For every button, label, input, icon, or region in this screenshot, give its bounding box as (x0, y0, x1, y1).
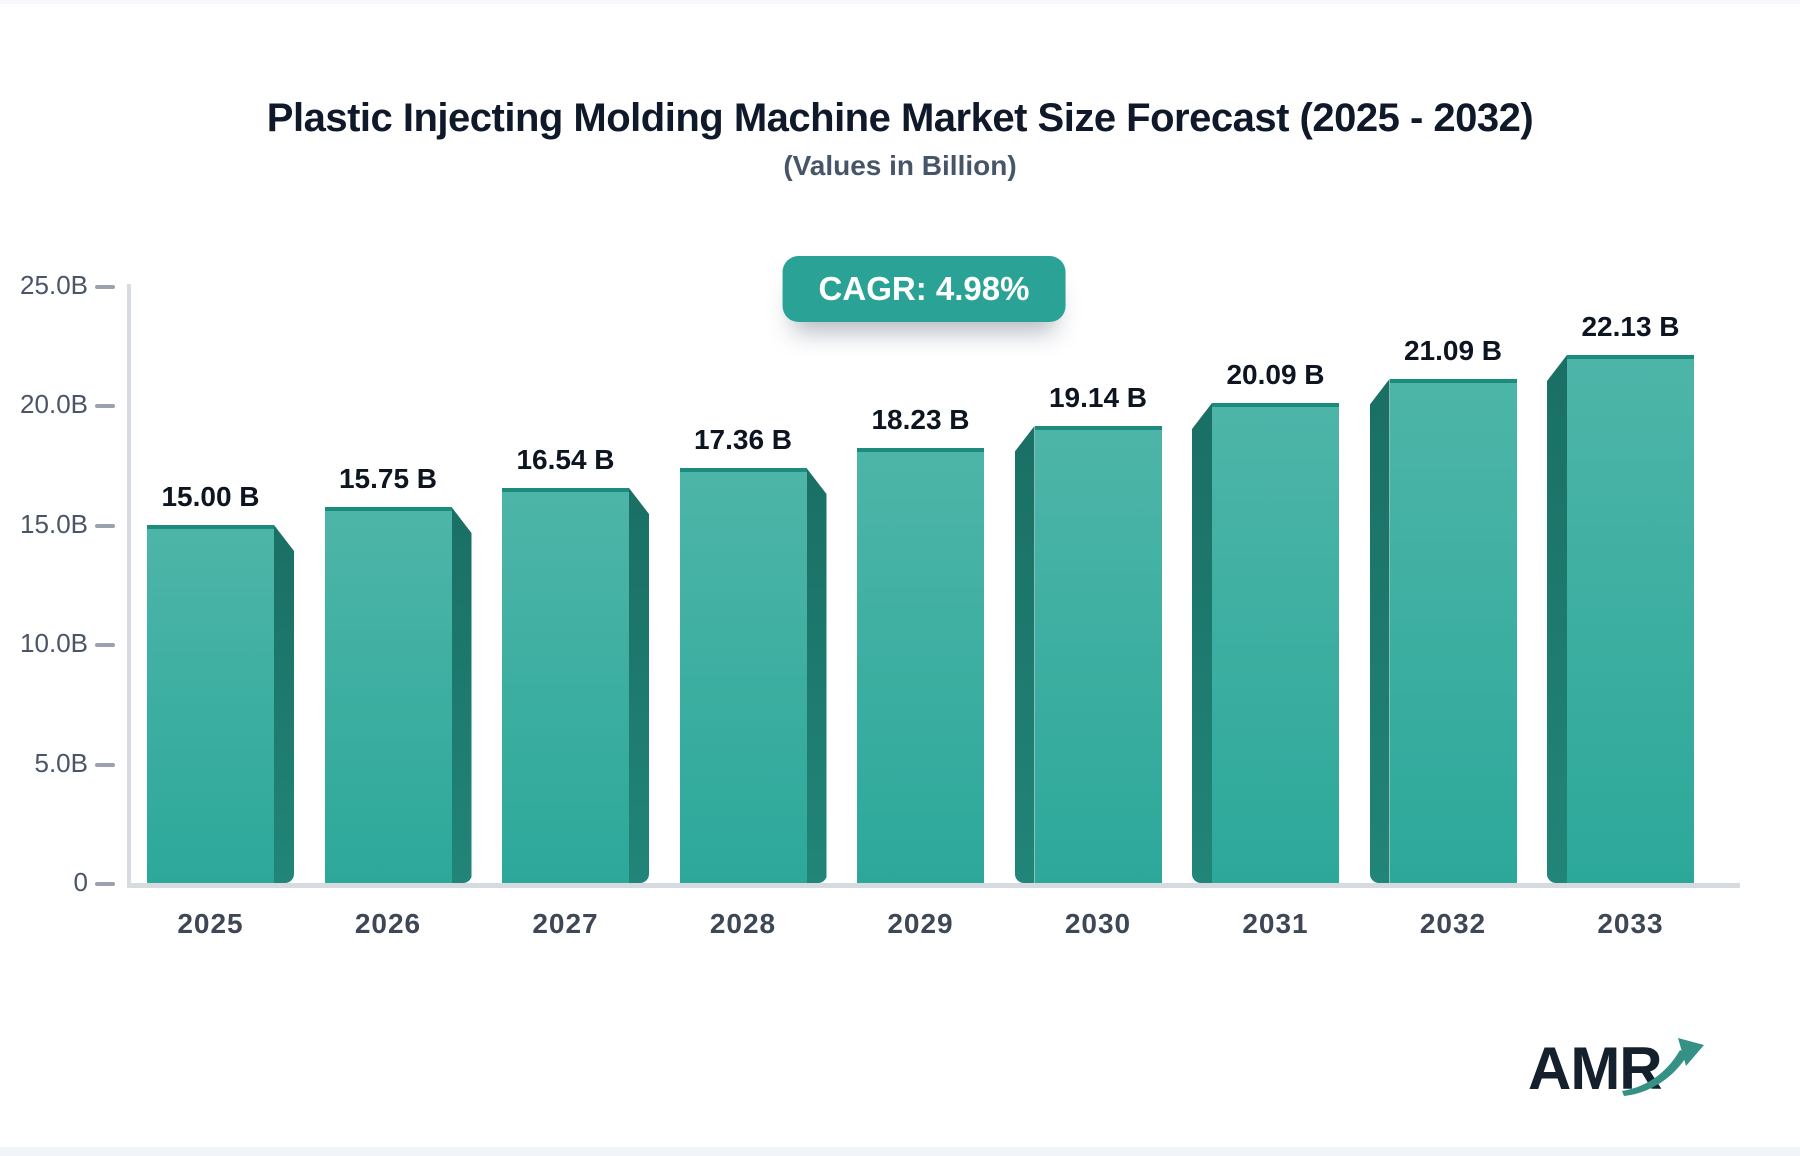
bar-value-label: 15.75 B (338, 463, 438, 494)
bar-2026 (324, 507, 452, 883)
y-axis-tick-label: 0 (73, 867, 88, 897)
bar-2033 (1567, 355, 1694, 883)
x-axis-label-2030: 2030 (1064, 908, 1132, 939)
bar-side-panel-2030 (1014, 426, 1035, 883)
y-axis-tick (95, 762, 115, 767)
y-axis-tick-label: 20.0B (20, 389, 88, 420)
y-axis-tick (95, 882, 115, 886)
x-axis-label-2027: 2027 (532, 908, 599, 939)
bar-2028 (679, 468, 807, 883)
x-axis-label-2026: 2026 (354, 908, 422, 939)
bar-2027 (502, 488, 629, 883)
bar-value-label: 21.09 B (1403, 335, 1503, 366)
bar-value-label: 16.54 B (516, 444, 615, 475)
x-axis-label-2032: 2032 (1419, 908, 1487, 939)
bar-value-label: 22.13 B (1581, 311, 1680, 342)
bar-2032 (1389, 379, 1517, 883)
bar-2030 (1034, 426, 1162, 883)
page-top-edge (0, 0, 1800, 4)
bar-side-panel-2031 (1192, 403, 1212, 883)
x-axis-label-2025: 2025 (177, 908, 244, 939)
y-axis-tick-label: 15.0B (20, 508, 88, 539)
page-bottom-edge (0, 1147, 1800, 1156)
x-axis-label-2033: 2033 (1597, 908, 1664, 939)
y-axis-tick-label: 25.0B (20, 270, 88, 300)
y-axis-tick (95, 404, 115, 409)
y-axis-tick-label: 10.0B (20, 628, 88, 659)
y-axis-line (127, 284, 131, 888)
x-axis-label-2029: 2029 (887, 908, 954, 939)
y-axis-tick (95, 523, 115, 528)
x-axis-label-2031: 2031 (1242, 908, 1309, 939)
bar-value-label: 18.23 B (871, 404, 970, 435)
bar-side-panel-2032 (1369, 379, 1390, 883)
y-axis-tick (95, 285, 115, 289)
bar-value-label: 17.36 B (693, 424, 793, 455)
bar-side-panel-2027 (629, 488, 649, 883)
growth-arrow-icon (1622, 1038, 1704, 1096)
bar-side-panel-2028 (806, 468, 827, 883)
cagr-badge: CAGR: 4.98% (782, 256, 1066, 322)
amr-logo: AMR (1528, 1034, 1728, 1114)
bar-side-panel-2033 (1547, 355, 1567, 883)
y-axis-tick-label: 5.0B (34, 747, 89, 778)
bar-side-panel-2026 (451, 507, 472, 883)
bar-2029 (857, 448, 984, 883)
bar-side-panel-2025 (274, 525, 294, 883)
chart-title: Plastic Injecting Molding Machine Market… (266, 96, 1534, 140)
x-axis-baseline (127, 883, 1740, 888)
chart-subtitle: (Values in Billion) (783, 150, 1017, 181)
bar-value-label: 15.00 B (161, 481, 260, 512)
x-axis-label-2028: 2028 (709, 908, 777, 939)
bar-value-label: 19.14 B (1048, 382, 1148, 413)
bar-2031 (1212, 403, 1339, 883)
y-axis-tick (95, 643, 115, 648)
bar-value-label: 20.09 B (1226, 359, 1325, 390)
bar-2025 (147, 525, 274, 883)
